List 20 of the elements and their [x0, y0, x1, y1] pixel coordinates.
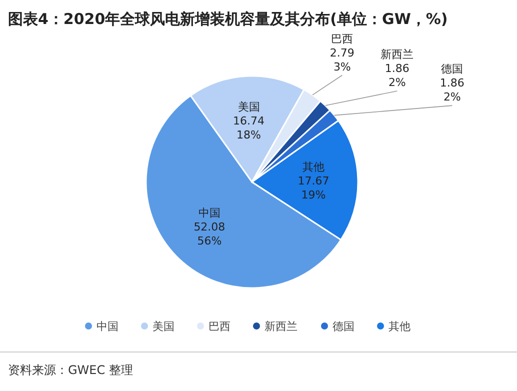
data-label: 1.86 2% [440, 76, 464, 104]
legend-label: 巴西 [208, 320, 230, 333]
data-label: 16.74 18% [233, 114, 265, 142]
legend-label: 中国 [96, 320, 118, 333]
slice-label: 中国 [198, 206, 220, 220]
slice-label: 巴西 [331, 32, 354, 46]
slice-label: 德国 [441, 62, 464, 76]
slice-label: 其他 [302, 160, 324, 174]
legend-label: 新西兰 [264, 320, 298, 333]
chart-title: 图表4：2020年全球风电新增装机容量及其分布(单位：GW，%) [8, 10, 448, 28]
data-label: 1.86 2% [384, 62, 410, 89]
data-label: 52.08 56% [194, 220, 226, 248]
legend-label: 德国 [332, 320, 354, 333]
legend-label: 美国 [152, 320, 174, 333]
text: 资料来源：GWEC 整理 [8, 363, 133, 377]
slice-label: 新西兰 [380, 48, 414, 61]
data-label: 17.67 19% [298, 174, 330, 202]
legend-label: 其他 [388, 320, 410, 333]
data-label: 2.79 3% [330, 46, 354, 74]
slice-label: 美国 [238, 100, 260, 114]
